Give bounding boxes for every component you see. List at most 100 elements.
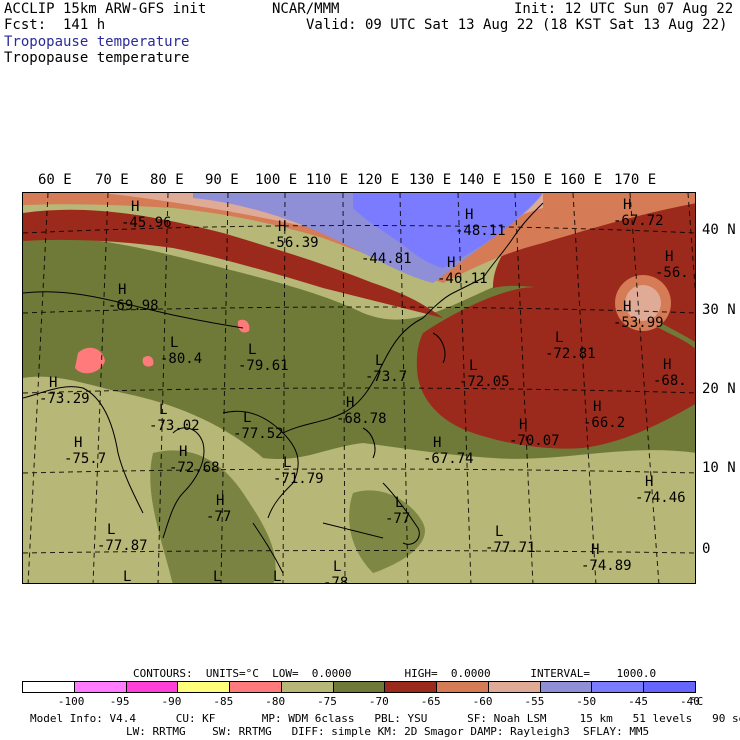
valid-time: Valid: 09 UTC Sat 13 Aug 22 (18 KST Sat … bbox=[306, 17, 728, 33]
extremum-value: -77 bbox=[206, 509, 231, 525]
extremum-mark: L bbox=[243, 410, 251, 426]
colorbar-label: -80 bbox=[265, 695, 286, 708]
extremum-mark: L bbox=[375, 353, 383, 369]
latitude-label: 40 N bbox=[702, 222, 736, 238]
extremum-mark: H bbox=[131, 199, 139, 215]
extremum-mark: H bbox=[346, 395, 354, 411]
extremum-value: -73.29 bbox=[39, 391, 90, 407]
map-panel: H -45.96 H -56.39 -44.81 H -48.11 H -46.11 H -67.7… bbox=[22, 192, 696, 584]
colorbar-label: -90 bbox=[161, 695, 182, 708]
extremum-mark: H bbox=[447, 255, 455, 271]
extrema-labels: H-45.96 H-56.39-44.81H-48.11H-46.11H-67.7… bbox=[39, 197, 689, 584]
colorbar-swatch bbox=[488, 682, 541, 692]
extremum-mark: H bbox=[623, 197, 631, 213]
extremum-value: -71.79 bbox=[273, 471, 324, 487]
extremum-mark: H bbox=[49, 375, 57, 391]
colorbar-swatch bbox=[592, 682, 645, 692]
longitude-label: 110 E bbox=[306, 172, 349, 188]
colorbar-swatch bbox=[74, 682, 127, 692]
extremum-mark: L bbox=[555, 330, 563, 346]
extremum-value: -67.74 bbox=[423, 451, 474, 467]
extremum-value: -53.99 bbox=[613, 315, 664, 331]
extremum-mark: L bbox=[159, 402, 167, 418]
extremum-value: -56. bbox=[655, 265, 689, 281]
colorbar-label: -100 bbox=[57, 695, 85, 708]
extremum-value: -46.11 bbox=[437, 271, 488, 287]
extremum-value: -74.46 bbox=[635, 490, 686, 506]
latitude-label: 30 N bbox=[702, 302, 736, 318]
colorbar-label: -55 bbox=[524, 695, 545, 708]
extremum-value: -77.87 bbox=[97, 538, 148, 554]
longitude-label: 60 E bbox=[38, 172, 72, 188]
colorbar-label: -60 bbox=[472, 695, 493, 708]
extremum-mark: H bbox=[663, 357, 671, 373]
latitude-label: 0 bbox=[702, 541, 711, 557]
colorbar-label: -40 bbox=[680, 695, 700, 708]
extremum-mark: L bbox=[333, 559, 341, 575]
extremum-mark: H bbox=[645, 474, 653, 490]
colorbar-swatch bbox=[126, 682, 179, 692]
longitude-label: 140 E bbox=[459, 172, 502, 188]
extremum-value: -77.52 bbox=[233, 426, 284, 442]
extremum-value: -77 bbox=[385, 511, 410, 527]
latitude-label: 20 N bbox=[702, 381, 736, 397]
extremum-mark: H bbox=[623, 299, 631, 315]
extremum-value: -79.61 bbox=[238, 358, 289, 374]
longitude-label: 130 E bbox=[409, 172, 452, 188]
model-info-line1: Model Info: V4.4 CU: KF MP: WDM 6class P… bbox=[30, 712, 740, 725]
extremum-value: -72.81 bbox=[545, 346, 596, 362]
extremum-mark: L bbox=[248, 342, 256, 358]
colorbar-swatch bbox=[644, 682, 695, 692]
extremum-mark: L bbox=[283, 455, 291, 471]
colorbar bbox=[22, 681, 696, 693]
extremum-value: -72.05 bbox=[459, 374, 510, 390]
colorbar-swatch bbox=[23, 682, 75, 692]
colorbar-swatch bbox=[281, 682, 334, 692]
extremum-mark: L bbox=[395, 495, 403, 511]
extremum-value: -70.07 bbox=[509, 433, 560, 449]
colorbar-swatch bbox=[230, 682, 282, 692]
colorbar-label: -75 bbox=[317, 695, 337, 708]
extremum-mark: L bbox=[123, 569, 131, 584]
model-title: ACCLIP 15km ARW-GFS init bbox=[4, 1, 207, 17]
longitude-label: 120 E bbox=[357, 172, 400, 188]
longitude-label: 100 E bbox=[255, 172, 298, 188]
region-minus65-70-ocean bbox=[416, 286, 695, 449]
longitude-label: 90 E bbox=[205, 172, 239, 188]
extremum-mark: L bbox=[495, 524, 503, 540]
extremum-value: -68. bbox=[653, 373, 687, 389]
extremum-value: -73.02 bbox=[149, 418, 200, 434]
region-minus65-70-north bbox=[23, 209, 443, 318]
extremum-mark: H bbox=[593, 399, 601, 415]
colorbar-label: -85 bbox=[213, 695, 234, 708]
longitude-label: 170 E bbox=[614, 172, 657, 188]
colorbar-label: -50 bbox=[576, 695, 597, 708]
extremum-value: -72.68 bbox=[169, 460, 220, 476]
contour-info: CONTOURS: UNITS=°C LOW= 0.0000 HIGH= 0.0… bbox=[133, 667, 657, 680]
colorbar-swatch bbox=[437, 682, 489, 692]
longitude-label: 160 E bbox=[560, 172, 603, 188]
extremum-value: -44.81 bbox=[361, 251, 412, 267]
longitude-label: 80 E bbox=[150, 172, 184, 188]
colorbar-label: -95 bbox=[109, 695, 130, 708]
colorbar-swatch bbox=[333, 682, 386, 692]
extremum-value: -69.98 bbox=[108, 298, 159, 314]
extremum-mark: L bbox=[273, 569, 281, 584]
extremum-mark: L bbox=[469, 358, 477, 374]
extremum-value: -80.4 bbox=[160, 351, 202, 367]
extremum-value: -66.2 bbox=[583, 415, 625, 431]
colorbar-label: -65 bbox=[420, 695, 441, 708]
field-title-shaded: Tropopause temperature bbox=[4, 34, 190, 50]
extremum-value: -68.78 bbox=[336, 411, 387, 427]
extremum-value: -73.7 bbox=[365, 369, 407, 385]
extremum-value: -56.39 bbox=[268, 235, 319, 251]
colorbar-swatch bbox=[178, 682, 231, 692]
extremum-mark: L bbox=[170, 335, 178, 351]
extremum-mark: H bbox=[665, 249, 673, 265]
extremum-mark: H bbox=[591, 542, 599, 558]
model-info-line2: LW: RRTMG SW: RRTMG DIFF: simple KM: 2D … bbox=[126, 725, 650, 738]
forecast-hour: Fcst: 141 h bbox=[4, 17, 106, 33]
longitude-label: 70 E bbox=[95, 172, 129, 188]
colorbar-unit: °C bbox=[690, 695, 704, 708]
extremum-mark: L bbox=[213, 569, 221, 584]
